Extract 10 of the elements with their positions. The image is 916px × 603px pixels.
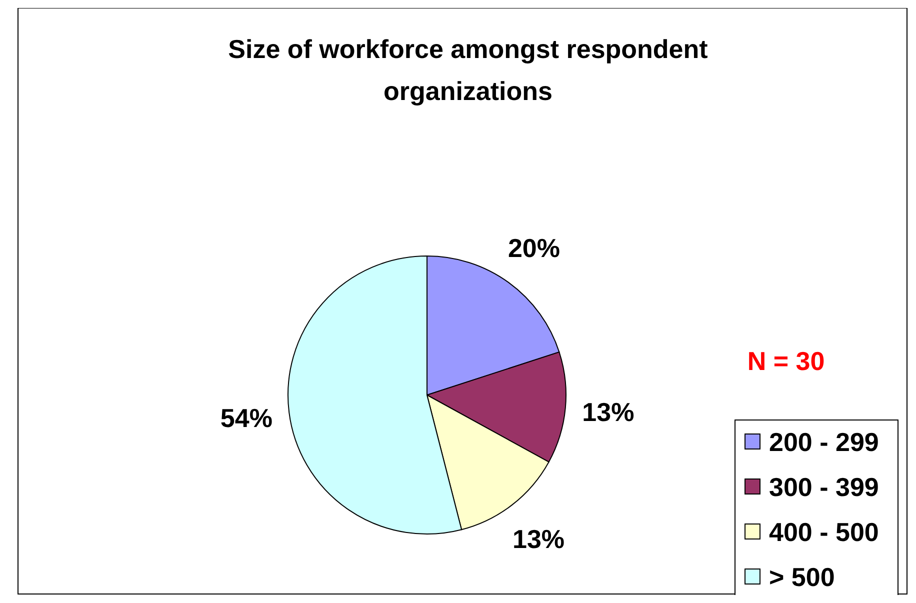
- data-label: 20%: [508, 232, 560, 263]
- chart-title: Size of workforce amongst respondent organizations: [228, 34, 708, 106]
- data-label: 54%: [220, 402, 272, 433]
- legend-label: 200 - 299: [769, 427, 879, 457]
- text: N = 30: [747, 346, 825, 376]
- legend-label: 300 - 399: [769, 472, 879, 502]
- data-label: 13%: [582, 397, 634, 428]
- legend-label: > 500: [769, 562, 835, 592]
- data-label: 13%: [512, 524, 565, 554]
- legend-label: 400 - 500: [769, 517, 879, 547]
